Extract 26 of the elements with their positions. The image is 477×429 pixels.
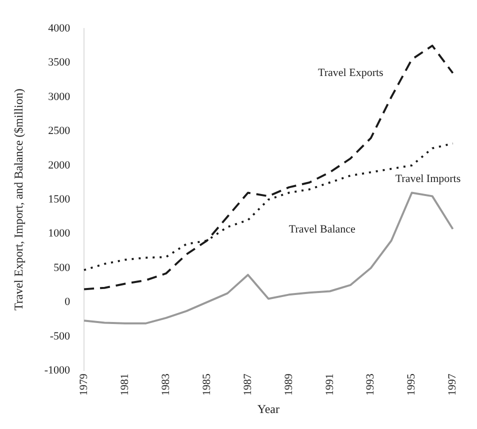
series-label: Travel Imports <box>395 172 461 185</box>
y-tick-label: 4000 <box>48 22 71 34</box>
y-tick-label: 500 <box>54 262 71 274</box>
y-axis-title: Travel Export, Import, and Balance ($million) <box>11 88 26 311</box>
y-tick-label: -500 <box>50 330 71 342</box>
y-tick-label: 3000 <box>48 90 71 103</box>
x-tick-label: 1979 <box>78 373 90 396</box>
y-tick-label: 0 <box>64 296 71 308</box>
y-tick-label: -1000 <box>44 364 71 376</box>
x-tick-label: 1997 <box>446 373 459 396</box>
text: Travel Balance <box>288 224 356 236</box>
x-tick-label: 1989 <box>282 373 295 396</box>
y-tick-label: 3500 <box>48 56 71 69</box>
x-axis-title: Year <box>257 402 280 416</box>
x-tick-label: 1995 <box>406 373 418 396</box>
x-tick-label: 1985 <box>200 373 213 396</box>
x-tick-label: 1991 <box>324 374 336 396</box>
y-tick-label: 1000 <box>48 228 71 240</box>
series-label: Travel Exports <box>318 66 384 79</box>
y-tick-label: 2000 <box>48 159 71 172</box>
x-tick-label: 1993 <box>364 373 377 396</box>
x-tick-label: 1981 <box>118 374 131 396</box>
x-tick-label: 1987 <box>242 373 254 396</box>
x-tick-label: 1983 <box>160 373 172 396</box>
y-tick-label: 1500 <box>48 193 71 206</box>
y-tick-label: 2500 <box>48 125 71 138</box>
